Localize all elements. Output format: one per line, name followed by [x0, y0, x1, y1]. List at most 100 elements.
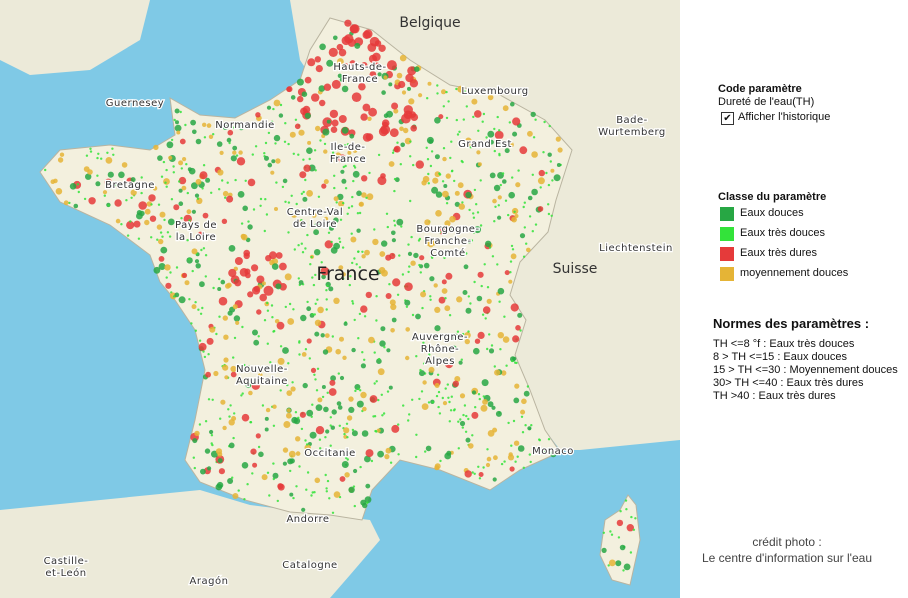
measurement-dot — [232, 304, 238, 310]
measurement-dot — [240, 394, 243, 397]
measurement-dot — [358, 312, 362, 316]
measurement-dot — [431, 256, 434, 259]
measurement-dot — [194, 259, 200, 264]
measurement-dot — [477, 465, 480, 468]
measurement-dot — [279, 262, 287, 271]
measurement-dot — [389, 128, 399, 138]
measurement-dot — [556, 163, 561, 167]
measurement-dot — [257, 445, 261, 449]
measurement-dot — [333, 174, 336, 177]
measurement-dot — [261, 404, 265, 407]
measurement-dot — [202, 212, 209, 219]
measurement-dot — [361, 250, 364, 253]
measurement-dot — [339, 218, 343, 221]
measurement-dot — [377, 450, 384, 458]
place-label: Suisse — [553, 261, 598, 277]
measurement-dot — [477, 162, 482, 167]
measurement-dot — [410, 113, 419, 121]
measurement-dot — [178, 201, 184, 206]
measurement-dot — [423, 227, 427, 230]
measurement-dot — [326, 119, 331, 124]
measurement-dot — [130, 196, 133, 199]
measurement-dot — [273, 134, 281, 142]
measurement-dot — [314, 273, 317, 277]
measurement-dot — [321, 183, 327, 189]
history-checkbox[interactable]: ✔ — [721, 112, 734, 125]
measurement-dot — [277, 357, 285, 365]
measurement-dot — [474, 338, 481, 344]
measurement-dot — [313, 229, 319, 236]
measurement-dot — [329, 424, 332, 427]
measurement-dot — [507, 454, 515, 461]
measurement-dot — [500, 143, 503, 146]
measurement-dot — [526, 247, 531, 253]
measurement-dot — [314, 378, 317, 381]
measurement-dot — [351, 428, 355, 432]
code-value: Dureté de l'eau(TH) — [718, 96, 815, 108]
measurement-dot — [508, 191, 515, 199]
measurement-dot — [335, 348, 342, 355]
measurement-dot — [257, 373, 263, 378]
measurement-dot — [309, 431, 317, 439]
measurement-dot — [194, 329, 197, 332]
measurement-dot — [306, 190, 313, 197]
measurement-dot — [411, 313, 415, 317]
measurement-dot — [266, 105, 272, 110]
measurement-dot — [386, 225, 389, 229]
measurement-dot — [481, 379, 489, 387]
measurement-dot — [337, 372, 340, 375]
measurement-dot — [522, 205, 525, 209]
measurement-dot — [263, 229, 266, 233]
measurement-dot — [468, 208, 471, 212]
measurement-dot — [194, 193, 200, 198]
measurement-dot — [459, 420, 466, 427]
measurement-dot — [311, 213, 317, 218]
measurement-dot — [545, 171, 548, 175]
measurement-dot — [414, 66, 420, 72]
measurement-dot — [504, 270, 510, 276]
history-label[interactable]: Afficher l'historique — [738, 111, 831, 123]
measurement-dot — [310, 415, 313, 418]
measurement-dot — [451, 242, 454, 245]
measurement-dot — [304, 112, 311, 119]
measurement-dot — [265, 213, 269, 216]
measurement-dot — [328, 47, 338, 58]
legend-label: Eaux très douces — [740, 227, 825, 239]
measurement-dot — [351, 430, 358, 437]
measurement-dot — [256, 309, 262, 315]
measurement-dot — [527, 130, 533, 137]
measurement-dot — [235, 320, 240, 325]
measurement-dot — [380, 326, 386, 332]
measurement-dot — [492, 477, 497, 482]
measurement-dot — [304, 439, 307, 442]
measurement-dot — [289, 492, 294, 497]
measurement-dot — [73, 203, 79, 209]
measurement-dot — [350, 232, 353, 235]
measurement-dot — [405, 355, 410, 361]
measurement-dot — [296, 78, 304, 86]
measurement-dot — [247, 365, 250, 368]
place-label: de Loire — [293, 219, 337, 230]
measurement-dot — [551, 179, 554, 182]
measurement-dot — [513, 397, 520, 404]
measurement-dot — [557, 147, 563, 153]
measurement-dot — [356, 228, 361, 233]
measurement-dot — [335, 201, 338, 204]
measurement-dot — [306, 306, 312, 312]
measurement-dot — [89, 147, 92, 150]
measurement-dot — [314, 319, 322, 326]
measurement-dot — [422, 341, 425, 344]
measurement-dot — [379, 251, 386, 257]
norm-line: TH >40 : Eaux très dures — [713, 390, 836, 402]
measurement-dot — [407, 86, 411, 91]
measurement-dot — [344, 187, 348, 190]
place-label: Wurtemberg — [598, 127, 666, 138]
measurement-dot — [396, 218, 404, 226]
measurement-dot — [393, 177, 397, 181]
measurement-dot — [316, 298, 319, 301]
measurement-dot — [368, 171, 371, 175]
measurement-dot — [356, 212, 360, 215]
measurement-dot — [527, 195, 533, 201]
measurement-dot — [105, 157, 113, 164]
measurement-dot — [121, 162, 128, 168]
